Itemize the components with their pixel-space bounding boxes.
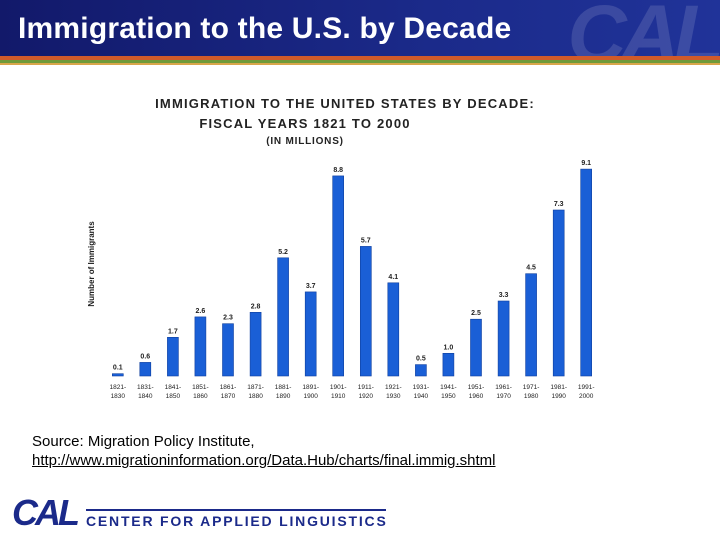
x-tick-label: 1961- bbox=[495, 384, 512, 391]
x-tick-label: 1841- bbox=[165, 384, 182, 391]
bar-1991-2000 bbox=[580, 168, 593, 377]
x-tick-label: 1910 bbox=[331, 393, 346, 400]
bar-value-label: 4.1 bbox=[388, 274, 398, 281]
bar-1951-1960 bbox=[470, 318, 482, 377]
x-tick-label: 2000 bbox=[579, 393, 594, 400]
x-tick-label: 1920 bbox=[359, 393, 374, 400]
x-tick-label: 1950 bbox=[441, 393, 456, 400]
x-tick-label: 1981- bbox=[550, 384, 567, 391]
x-tick-label: 1951- bbox=[468, 384, 485, 391]
x-tick-label: 1931- bbox=[413, 384, 430, 391]
bar-1931-1940 bbox=[415, 364, 427, 377]
bar-value-label: 2.5 bbox=[471, 310, 481, 317]
bars-group: 0.1 1821- 1830 0.6 1831- 1840 1.7 1841- 1850 2.6 1… bbox=[109, 160, 594, 400]
bar-1971-1980 bbox=[525, 273, 537, 377]
bar-value-label: 8.8 bbox=[333, 167, 343, 174]
bar-value-label: 0.5 bbox=[416, 356, 426, 363]
x-tick-label: 1880 bbox=[248, 393, 263, 400]
x-tick-label: 1921- bbox=[385, 384, 402, 391]
bar-1891-1900 bbox=[304, 291, 317, 377]
header-stripe-orange bbox=[0, 56, 720, 60]
bar-1881-1890 bbox=[277, 257, 289, 377]
cal-logo-icon: CAL bbox=[12, 492, 81, 532]
bar-1861-1870 bbox=[222, 323, 234, 377]
bar-value-label: 3.7 bbox=[306, 283, 316, 290]
header-bar: CAL Immigration to the U.S. by Decade bbox=[0, 0, 720, 56]
bar-1901-1910 bbox=[332, 175, 344, 377]
x-tick-label: 1830 bbox=[111, 393, 126, 400]
org-name: CENTER FOR APPLIED LINGUISTICS bbox=[86, 513, 388, 529]
bar-value-label: 0.1 bbox=[113, 365, 123, 372]
x-tick-label: 1891- bbox=[302, 384, 319, 391]
x-tick-label: 1870 bbox=[221, 393, 236, 400]
x-tick-label: 1901- bbox=[330, 384, 347, 391]
bar-value-label: 0.6 bbox=[140, 353, 150, 360]
bar-1941-1950 bbox=[442, 352, 455, 377]
cal-logo-text: CAL bbox=[12, 492, 78, 532]
bar-value-label: 4.5 bbox=[526, 265, 536, 272]
x-tick-label: 1960 bbox=[469, 393, 484, 400]
x-tick-label: 1911- bbox=[358, 384, 374, 391]
bar-value-label: 9.1 bbox=[581, 160, 591, 167]
x-tick-label: 1851- bbox=[192, 384, 209, 391]
bar-1871-1880 bbox=[249, 312, 262, 377]
bar-1911-1920 bbox=[359, 246, 372, 377]
header-stripe-gold bbox=[0, 63, 720, 65]
bar-value-label: 2.6 bbox=[196, 308, 206, 315]
chart-svg: IMMIGRATION TO THE UNITED STATES BY DECA… bbox=[87, 96, 595, 400]
x-tick-label: 1940 bbox=[414, 393, 429, 400]
x-tick-label: 1831- bbox=[137, 384, 154, 391]
bar-value-label: 5.2 bbox=[278, 249, 288, 256]
bar-1981-1990 bbox=[552, 209, 565, 377]
bar-value-label: 1.7 bbox=[168, 328, 178, 335]
immigration-bar-chart: IMMIGRATION TO THE UNITED STATES BY DECA… bbox=[80, 88, 610, 406]
bar-value-label: 2.8 bbox=[251, 303, 261, 310]
x-tick-label: 1900 bbox=[303, 393, 318, 400]
x-tick-label: 1850 bbox=[166, 393, 181, 400]
bar-1961-1970 bbox=[497, 300, 510, 377]
bar-value-label: 7.3 bbox=[554, 201, 564, 208]
page-title: Immigration to the U.S. by Decade bbox=[18, 12, 512, 45]
x-tick-label: 1861- bbox=[220, 384, 237, 391]
source-label: Source: Migration Policy Institute, bbox=[32, 433, 255, 450]
x-tick-label: 1971- bbox=[523, 384, 540, 391]
x-tick-label: 1890 bbox=[276, 393, 291, 400]
bar-value-label: 3.3 bbox=[499, 292, 509, 299]
bar-1841-1850 bbox=[167, 337, 179, 377]
x-tick-label: 1941- bbox=[440, 384, 457, 391]
x-tick-label: 1991- bbox=[578, 384, 595, 391]
x-tick-label: 1871- bbox=[247, 384, 264, 391]
x-tick-label: 1860 bbox=[193, 393, 208, 400]
y-axis-label: Number of Immigrants bbox=[87, 221, 96, 307]
bar-1921-1930 bbox=[387, 282, 400, 377]
bar-value-label: 1.0 bbox=[444, 344, 454, 351]
source-citation: Source: Migration Policy Institute, http… bbox=[32, 432, 496, 470]
cal-watermark-logo: CAL bbox=[567, 0, 720, 56]
bar-1831-1840 bbox=[139, 362, 152, 377]
x-tick-label: 1970 bbox=[496, 393, 511, 400]
chart-units-note: (IN MILLIONS) bbox=[266, 136, 344, 147]
bar-value-label: 5.7 bbox=[361, 237, 371, 244]
bar-1851-1860 bbox=[194, 316, 207, 377]
x-tick-label: 1840 bbox=[138, 393, 153, 400]
x-tick-label: 1821- bbox=[109, 384, 126, 391]
x-tick-label: 1980 bbox=[524, 393, 539, 400]
footer-rule bbox=[86, 509, 386, 511]
x-tick-label: 1930 bbox=[386, 393, 401, 400]
bar-1821-1830 bbox=[111, 373, 124, 377]
bar-value-label: 2.3 bbox=[223, 315, 233, 322]
x-tick-label: 1881- bbox=[275, 384, 292, 391]
chart-subtitle: FISCAL YEARS 1821 TO 2000 bbox=[199, 116, 410, 131]
source-url-link[interactable]: http://www.migrationinformation.org/Data… bbox=[32, 452, 496, 469]
x-tick-label: 1990 bbox=[551, 393, 566, 400]
chart-title: IMMIGRATION TO THE UNITED STATES BY DECA… bbox=[155, 96, 535, 111]
header-stripe-green bbox=[0, 60, 720, 63]
